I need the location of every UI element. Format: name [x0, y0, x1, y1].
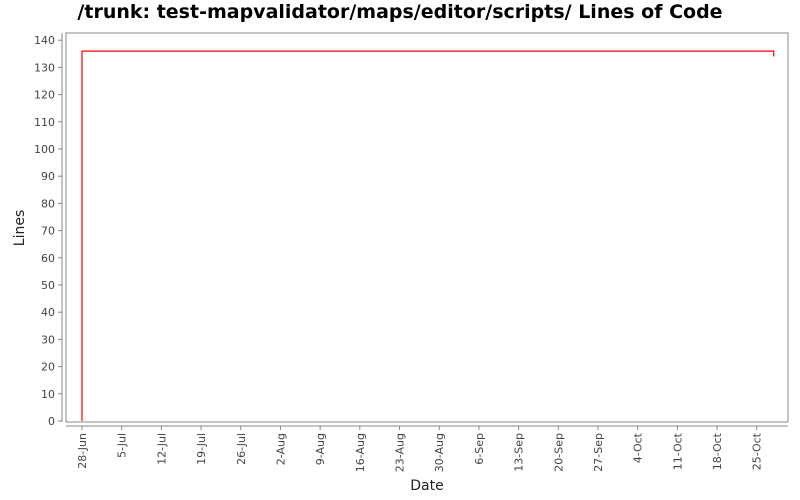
- x-tick-label: 11-Oct: [671, 432, 684, 470]
- y-tick-label: 140: [34, 34, 55, 47]
- y-tick-label: 130: [34, 61, 55, 74]
- x-tick-label: 18-Oct: [711, 432, 724, 470]
- y-tick-label: 90: [41, 170, 55, 183]
- x-tick-label: 25-Oct: [751, 432, 764, 470]
- y-tick-label: 70: [41, 225, 55, 238]
- plot-area: [65, 32, 789, 423]
- y-tick-label: 30: [41, 333, 55, 346]
- x-tick-label: 5-Jul: [116, 433, 129, 458]
- x-tick-label: 6-Sep: [473, 433, 486, 465]
- y-tick-label: 60: [41, 252, 55, 265]
- y-tick-label: 40: [41, 306, 55, 319]
- y-tick-label: 10: [41, 388, 55, 401]
- x-tick-label: 2-Aug: [274, 433, 287, 465]
- chart-title: /trunk: test-mapvalidator/maps/editor/sc…: [77, 1, 723, 23]
- x-axis-label: Date: [410, 478, 443, 494]
- x-tick-label: 26-Jul: [235, 433, 248, 465]
- y-tick-label: 80: [41, 197, 55, 210]
- y-tick-label: 0: [48, 415, 55, 428]
- x-tick-label: 19-Jul: [195, 433, 208, 465]
- y-axis-label: Lines: [12, 210, 28, 246]
- y-tick-label: 100: [34, 143, 55, 156]
- x-tick-label: 12-Jul: [155, 433, 168, 465]
- x-tick-label: 30-Aug: [433, 433, 446, 472]
- y-tick-label: 120: [34, 89, 55, 102]
- series-line: [81, 50, 775, 421]
- x-tick-label: 20-Sep: [552, 433, 565, 472]
- x-tick-label: 16-Aug: [354, 433, 367, 472]
- y-tick-label: 110: [34, 116, 55, 129]
- x-tick-label: 4-Oct: [632, 432, 645, 463]
- x-tick-label: 23-Aug: [394, 433, 407, 472]
- x-tick-label: 28-Jun: [76, 433, 89, 469]
- y-tick-label: 20: [41, 361, 55, 374]
- x-tick-label: 9-Aug: [314, 433, 327, 465]
- x-tick-label: 27-Sep: [592, 433, 605, 472]
- x-tick-label: 13-Sep: [513, 433, 526, 472]
- y-tick-label: 50: [41, 279, 55, 292]
